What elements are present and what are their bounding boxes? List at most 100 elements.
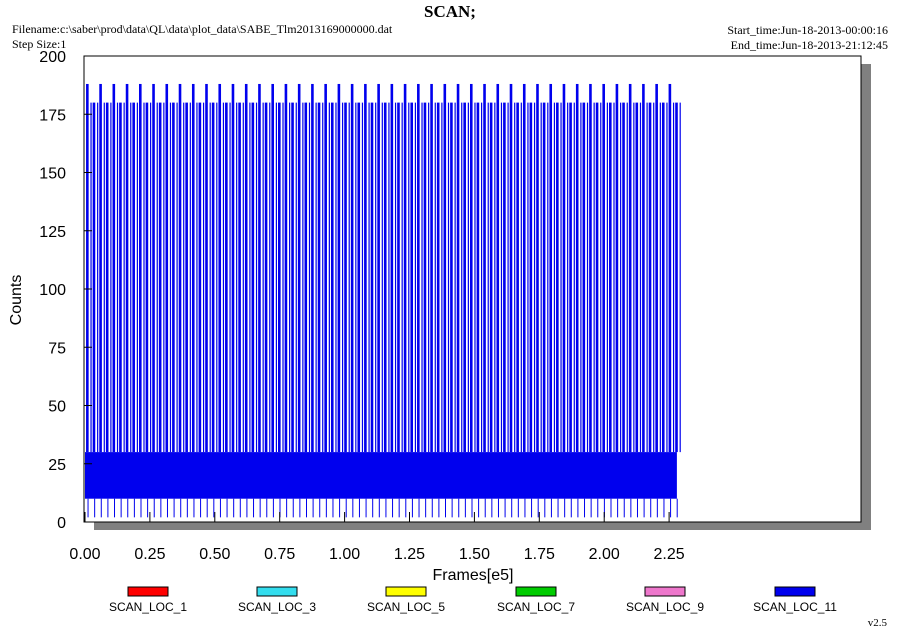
scan-spike	[172, 102, 175, 453]
scan-spike	[377, 83, 380, 453]
x-tick-label: 1.00	[329, 546, 360, 563]
scan-spike	[642, 83, 645, 453]
x-tick-label: 2.25	[654, 546, 685, 563]
legend-swatch	[515, 586, 557, 597]
scan-spike	[383, 102, 387, 453]
scan-spike	[417, 83, 420, 453]
x-tick-label: 1.75	[524, 546, 555, 563]
scan-spike	[635, 102, 639, 453]
scan-spike	[238, 102, 241, 453]
scan-spike	[185, 102, 188, 453]
scan-spike	[509, 83, 513, 453]
scan-spike	[350, 83, 354, 453]
x-axis: 0.00 0.25 0.50 0.75 1.00 1.25 1.50 1.75 2.00 2.25	[69, 512, 685, 563]
scan-spike	[152, 83, 155, 453]
scan-spike	[337, 83, 341, 453]
scan-spike	[165, 83, 169, 453]
scan-spike	[271, 83, 274, 453]
y-tick-label: 175	[39, 107, 66, 124]
scan-spike	[609, 102, 612, 453]
scan-spike	[370, 102, 374, 453]
scan-spike	[297, 83, 301, 453]
scan-spike	[496, 83, 500, 453]
scan-spike	[589, 83, 592, 453]
scan-spike	[430, 83, 433, 453]
x-tick-label: 1.50	[459, 546, 490, 563]
scan-spike	[516, 102, 519, 453]
scan-spike	[529, 102, 533, 453]
scan-spike	[410, 102, 414, 453]
scan-spike	[178, 83, 182, 453]
scan-spike	[675, 102, 678, 453]
scan-spike	[615, 83, 619, 453]
y-tick-label: 75	[48, 340, 66, 357]
legend: SCAN_LOC_1 SCAN_LOC_3 SCAN_LOC_5 SCAN_LOC_7…	[109, 586, 837, 614]
scan-spike	[489, 102, 493, 453]
legend-label: SCAN_LOC_1	[109, 600, 187, 614]
scan-spike	[668, 83, 672, 453]
scan-spike	[258, 83, 261, 453]
scan-spike	[569, 102, 572, 453]
scan-spike	[582, 102, 586, 453]
scan-spike	[99, 83, 102, 453]
legend-label: SCAN_LOC_5	[367, 600, 445, 614]
scan-spike	[125, 83, 129, 453]
scan-spike	[655, 83, 658, 453]
scan-spike	[483, 83, 486, 453]
x-tick-label: 0.00	[69, 546, 100, 563]
start-time-label: Start_time:Jun-18-2013-00:00:16	[727, 23, 888, 37]
scan-spike	[661, 102, 665, 453]
y-axis-label: Counts	[8, 275, 25, 326]
scan-spike	[503, 102, 506, 453]
scan-spike	[443, 83, 447, 453]
scan-spike	[536, 83, 539, 453]
x-tick-label: 0.25	[134, 546, 165, 563]
scan-spike	[522, 83, 526, 453]
x-tick-label: 0.75	[264, 546, 295, 563]
scan-spike	[628, 83, 632, 453]
scan-spike	[364, 83, 367, 453]
scan-spike	[211, 102, 215, 453]
legend-label: SCAN_LOC_9	[626, 600, 704, 614]
scan-spike	[324, 83, 327, 453]
legend-swatch	[256, 586, 298, 597]
series-scan-loc-11	[85, 83, 681, 518]
x-tick-label: 1.25	[394, 546, 425, 563]
scan-spike	[595, 102, 599, 453]
legend-swatch	[127, 586, 169, 597]
scan-spike	[112, 83, 116, 453]
scan-spike	[291, 102, 294, 453]
version-label: v2.5	[868, 617, 888, 629]
legend-label: SCAN_LOC_3	[238, 600, 316, 614]
scan-spike	[450, 102, 453, 453]
scan-spike	[357, 102, 361, 453]
scan-spike	[191, 83, 195, 453]
scan-spike	[158, 102, 162, 453]
scan-spike	[205, 83, 208, 453]
scan-spike	[390, 83, 394, 453]
scan-spike	[218, 83, 222, 453]
scan-spike	[549, 83, 553, 453]
scan-spike	[423, 102, 427, 453]
step-size-label: Step Size:1	[12, 37, 66, 51]
x-axis-label: Frames[e5]	[433, 567, 514, 584]
scan-spike	[403, 83, 407, 453]
legend-swatch	[774, 586, 816, 597]
scan-spike	[198, 102, 202, 453]
legend-swatch	[644, 586, 686, 597]
scan-spike	[284, 83, 288, 453]
end-time-label: End_time:Jun-18-2013-21:12:45	[731, 38, 888, 52]
scan-spike	[244, 83, 248, 453]
chart-title: SCAN;	[424, 2, 476, 21]
scan-spike	[330, 102, 334, 453]
scan-band	[85, 452, 677, 499]
y-tick-label: 100	[39, 282, 66, 299]
scan-spike	[119, 102, 122, 453]
scan-spike	[92, 102, 96, 453]
y-tick-label: 200	[39, 49, 66, 66]
scan-spike	[264, 102, 268, 453]
legend-label: SCAN_LOC_11	[753, 600, 837, 614]
scan-spike	[562, 83, 566, 453]
x-tick-label: 2.00	[589, 546, 620, 563]
scan-spike	[132, 102, 135, 453]
